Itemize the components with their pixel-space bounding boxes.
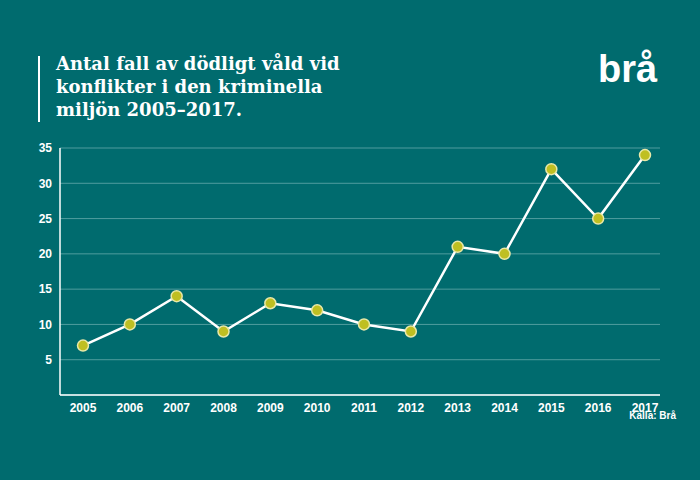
svg-text:30: 30 (39, 177, 53, 191)
svg-text:25: 25 (39, 212, 53, 226)
svg-text:2010: 2010 (304, 401, 331, 415)
svg-text:35: 35 (39, 141, 53, 155)
svg-text:2016: 2016 (585, 401, 612, 415)
svg-text:2007: 2007 (163, 401, 190, 415)
svg-text:2005: 2005 (70, 401, 97, 415)
svg-text:20: 20 (39, 247, 53, 261)
svg-text:2015: 2015 (538, 401, 565, 415)
svg-text:2011: 2011 (351, 401, 377, 415)
svg-text:5: 5 (45, 353, 52, 367)
svg-text:2014: 2014 (491, 401, 518, 415)
svg-text:2013: 2013 (444, 401, 471, 415)
svg-text:10: 10 (39, 318, 53, 332)
svg-text:15: 15 (39, 282, 53, 296)
svg-text:2009: 2009 (257, 401, 284, 415)
svg-text:2008: 2008 (210, 401, 237, 415)
svg-text:2006: 2006 (116, 401, 143, 415)
svg-text:2012: 2012 (397, 401, 424, 415)
